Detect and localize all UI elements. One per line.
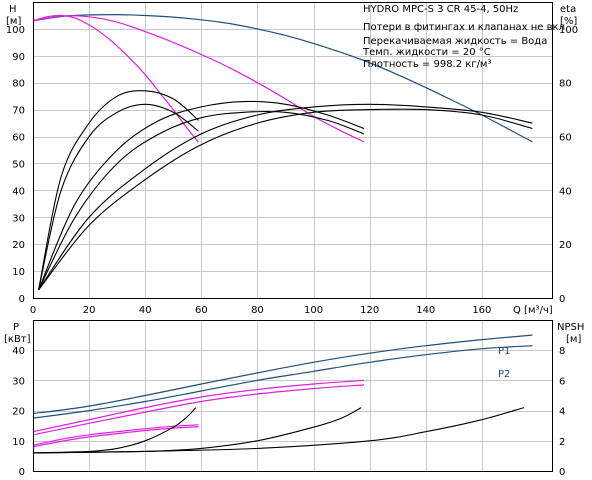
top-right-axis-unit: [%] (560, 16, 577, 27)
bottom-plot-frame (33, 320, 553, 472)
annotation-line-4: Плотность = 998.2 кг/м³ (363, 59, 492, 70)
bottom-right-tick-label: 6 (559, 376, 565, 387)
annotation-line-3: Темп. жидкости = 20 °C (362, 47, 491, 58)
bottom-series-line-1 (32, 345, 533, 419)
top-left-axis-label: H (9, 4, 17, 15)
x-tick-label: 40 (139, 305, 152, 316)
series-label-p1: P1 (498, 346, 510, 357)
top-left-tick-label: 20 (12, 240, 25, 251)
x-tick-label: 60 (195, 305, 208, 316)
top-left-axis-unit: [м] (6, 16, 21, 27)
bottom-left-tick-label: 0 (19, 467, 25, 478)
bottom-right-axis-unit: [м] (566, 334, 581, 345)
x-tick-label: 100 (304, 305, 323, 316)
bottom-series-line-0 (32, 334, 533, 415)
bottom-grid (33, 320, 552, 472)
bottom-right-tick-label: 4 (559, 407, 565, 418)
annotation-line-2: Перекачиваемая жидкость = Вода (363, 36, 547, 47)
top-plot-frame (33, 2, 553, 299)
x-tick-label: 140 (416, 305, 435, 316)
bottom-series-line-8 (32, 407, 197, 454)
bottom-left-axis-label: P (13, 322, 19, 333)
x-tick-label: 0 (30, 305, 36, 316)
x-axis-label: Q [м³/ч] (513, 305, 553, 316)
top-left-tick-label: 10 (12, 267, 25, 278)
bottom-left-tick-label: 40 (12, 346, 25, 357)
top-curves (32, 13, 533, 291)
top-grid (33, 2, 552, 299)
top-series-line-7 (38, 90, 199, 291)
bottom-tick-labels: 0 10 20 30 40 0 2 4 6 8 (12, 346, 565, 478)
x-tick-label: 160 (472, 305, 491, 316)
bottom-series-line-7 (32, 407, 362, 454)
series-label-p2: P2 (498, 369, 510, 380)
bottom-series-line-5 (32, 426, 199, 448)
top-series-line-8 (38, 103, 199, 291)
top-left-tick-label: 30 (12, 213, 25, 224)
top-series-line-0 (32, 13, 533, 143)
top-left-tick-label: 50 (12, 159, 25, 170)
bottom-series-line-3 (32, 384, 365, 436)
bottom-left-axis-unit: [кВт] (4, 334, 31, 345)
x-tick-label: 120 (360, 305, 379, 316)
top-tick-labels: 0 20 40 60 80 100 120 140 160 0 10 20 30 40 50 60 70 80 90… (6, 25, 578, 316)
x-tick-label: 80 (251, 305, 264, 316)
top-series-line-4 (38, 108, 533, 291)
bottom-left-tick-label: 20 (12, 407, 25, 418)
top-left-tick-label: 80 (12, 79, 25, 90)
top-left-tick-label: 90 (12, 52, 25, 63)
top-left-tick-label: 0 (19, 294, 25, 305)
top-right-tick-label: 80 (559, 79, 572, 90)
bottom-right-tick-label: 0 (559, 467, 565, 478)
top-right-tick-label: 40 (559, 186, 572, 197)
top-left-tick-label: 40 (12, 186, 25, 197)
top-left-tick-label: 60 (12, 133, 25, 144)
bottom-right-tick-label: 8 (559, 346, 565, 357)
chart-title: HYDRO MPC-S 3 CR 45-4, 50Hz (363, 4, 518, 15)
annotation-line-1: Потери в фитингах и клапанах не вкл. (363, 22, 568, 33)
top-right-tick-label: 20 (559, 240, 572, 251)
top-series-line-3 (38, 103, 533, 291)
top-series-line-5 (38, 100, 365, 291)
x-tick-label: 20 (83, 305, 96, 316)
top-right-tick-label: 60 (559, 133, 572, 144)
top-series-line-6 (38, 110, 365, 291)
bottom-left-tick-label: 10 (12, 437, 25, 448)
bottom-right-tick-label: 2 (559, 437, 565, 448)
top-left-tick-label: 70 (12, 106, 25, 117)
bottom-series-line-6 (32, 407, 525, 454)
top-right-tick-label: 0 (559, 294, 565, 305)
top-right-axis-label: eta (560, 4, 576, 15)
bottom-series-line-4 (32, 424, 199, 446)
top-right-tick-label: 100 (559, 25, 578, 36)
bottom-right-axis-label: NPSH (557, 322, 584, 333)
top-series-line-2 (32, 14, 199, 143)
bottom-curves (32, 334, 533, 454)
bottom-left-tick-label: 30 (12, 376, 25, 387)
top-left-tick-label: 100 (6, 25, 25, 36)
bottom-series-line-2 (32, 379, 365, 433)
